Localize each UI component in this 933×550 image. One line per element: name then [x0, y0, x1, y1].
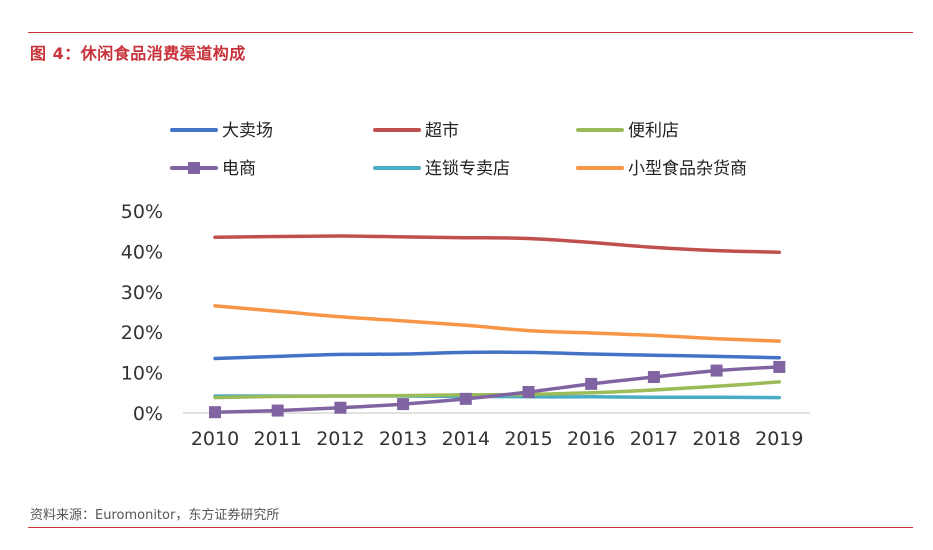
y-axis-tick-labels: 0% 10% 20% 30% 40% 50% — [121, 201, 163, 425]
legend-marker-series-4 — [188, 162, 200, 174]
figure-title-text: 休闲食品消费渠道构成 — [80, 44, 246, 63]
point-series-4-2010 — [209, 406, 221, 419]
legend-label-series-1: 大卖场 — [222, 121, 273, 141]
top-rule — [28, 32, 913, 33]
figure-title: 图 4：休闲食品消费渠道构成 — [30, 40, 246, 64]
legend-label-series-3: 便利店 — [628, 121, 679, 141]
line-series-2 — [213, 234, 782, 254]
line-series-4 — [213, 365, 782, 414]
point-series-4-2019 — [773, 360, 786, 373]
x-axis-tick-labels: 2010 2011 2012 2013 2014 2015 2016 2017 2018 2019 — [191, 428, 804, 450]
x-tick-label-2013: 2013 — [379, 428, 427, 450]
x-tick-label-2016: 2016 — [567, 428, 615, 450]
legend-label-series-4: 电商 — [222, 159, 256, 179]
y-tick-label-40pct: 40% — [121, 241, 163, 263]
point-series-4-2016 — [585, 377, 598, 390]
point-series-4-2012 — [334, 401, 347, 414]
y-tick-label-50pct: 50% — [121, 201, 163, 223]
point-series-4-2017 — [647, 371, 660, 384]
y-tick-label-0pct: 0% — [133, 403, 163, 425]
y-tick-label-30pct: 30% — [121, 282, 163, 304]
legend-label-series-5: 连锁专卖店 — [425, 159, 510, 179]
figure-title-prefix: 图 4： — [30, 44, 81, 63]
x-tick-label-2019: 2019 — [755, 428, 803, 450]
legend-label-series-6: 小型食品杂货商 — [628, 159, 747, 179]
x-tick-label-2014: 2014 — [442, 428, 490, 450]
x-tick-label-2012: 2012 — [316, 428, 364, 450]
point-series-4-2018 — [710, 364, 723, 377]
legend-label-series-2: 超市 — [425, 121, 459, 141]
point-series-4-2014 — [459, 392, 472, 405]
y-tick-label-10pct: 10% — [121, 363, 163, 385]
x-tick-label-2018: 2018 — [692, 428, 740, 450]
x-tick-label-2017: 2017 — [630, 428, 678, 450]
bottom-rule — [28, 527, 913, 528]
series-lines — [209, 234, 786, 419]
x-tick-label-2011: 2011 — [254, 428, 302, 450]
point-series-4-2015 — [522, 385, 535, 398]
point-series-4-2013 — [397, 398, 410, 411]
y-tick-label-20pct: 20% — [121, 322, 163, 344]
source-note: 资料来源：Euromonitor，东方证券研究所 — [30, 508, 280, 523]
line-series-6 — [213, 304, 782, 343]
point-series-4-2011 — [271, 404, 284, 417]
line-series-1 — [213, 350, 782, 361]
x-tick-label-2015: 2015 — [504, 428, 552, 450]
x-tick-label-2010: 2010 — [191, 428, 239, 450]
